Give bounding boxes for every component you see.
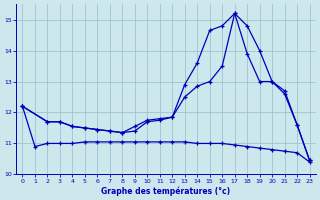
X-axis label: Graphe des températures (°c): Graphe des températures (°c) [101, 186, 231, 196]
